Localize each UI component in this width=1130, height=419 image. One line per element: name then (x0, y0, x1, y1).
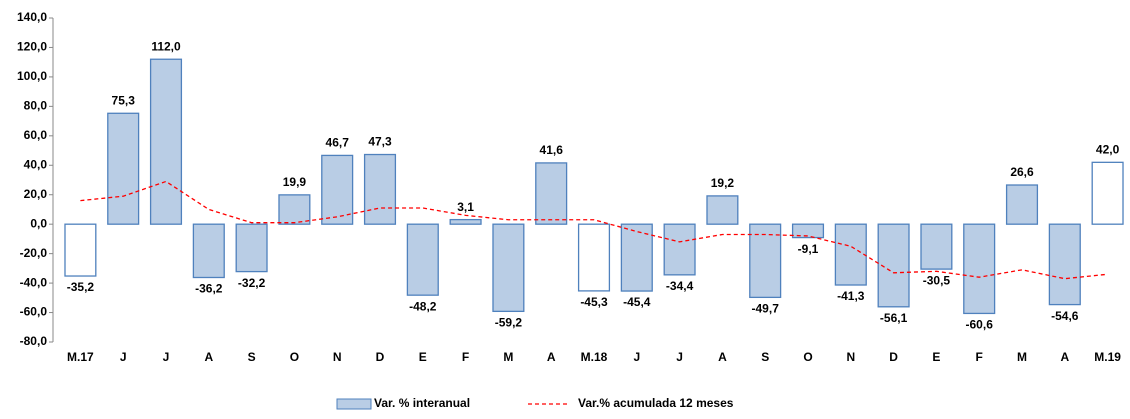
bar (749, 223, 782, 299)
x-tick-label: A (204, 350, 213, 364)
legend-label: Var. % interanual (374, 396, 470, 410)
data-label: -36,2 (195, 282, 223, 296)
x-tick-label: M (503, 350, 513, 364)
legend-swatch (336, 398, 372, 410)
x-tick-label: A (1060, 350, 1069, 364)
data-label: 19,9 (283, 175, 307, 189)
x-tick-label: E (932, 350, 940, 364)
data-label: -56,1 (880, 311, 908, 325)
x-tick-label: D (889, 350, 898, 364)
data-label: -54,6 (1051, 309, 1079, 323)
data-label: -34,4 (666, 279, 694, 293)
bar (278, 194, 311, 225)
data-label: 112,0 (151, 39, 181, 53)
data-label: 47,3 (368, 135, 392, 149)
y-tick-label: 60,0 (24, 128, 48, 142)
data-label: -30,5 (923, 273, 951, 287)
bar (321, 154, 354, 225)
data-label: -59,2 (495, 316, 523, 330)
bar (1091, 161, 1124, 225)
data-label: 46,7 (326, 136, 350, 150)
y-tick-label: 100,0 (17, 69, 47, 83)
bar (235, 223, 268, 273)
data-label: -45,4 (623, 295, 651, 309)
y-tick-label: -80,0 (20, 334, 48, 348)
bar (149, 58, 183, 225)
x-tick-label: J (633, 350, 640, 364)
x-tick-label: O (803, 350, 812, 364)
data-label: 3,1 (457, 200, 474, 214)
y-tick-label: 0,0 (30, 216, 47, 230)
bar (877, 223, 910, 308)
bar (663, 223, 696, 276)
y-tick-label: -20,0 (20, 246, 48, 260)
x-tick-label: J (163, 350, 170, 364)
bar (64, 223, 97, 277)
x-tick-label: S (761, 350, 769, 364)
data-label: -9,1 (798, 242, 819, 256)
x-tick-label: J (120, 350, 127, 364)
data-label: 19,2 (711, 176, 735, 190)
bar (577, 223, 611, 292)
data-label: -60,6 (966, 318, 994, 332)
x-tick-label: F (462, 350, 469, 364)
y-tick-label: 40,0 (24, 157, 48, 171)
bar (834, 223, 867, 286)
bar (920, 223, 953, 270)
x-tick-label: F (976, 350, 983, 364)
data-label: -32,2 (238, 276, 266, 290)
bar (1048, 223, 1081, 306)
x-tick-label: A (547, 350, 556, 364)
legend-label: Var.% acumulada 12 meses (578, 396, 734, 410)
y-tick-label: -40,0 (20, 275, 48, 289)
y-tick-label: -60,0 (20, 305, 48, 319)
bar (363, 153, 397, 225)
data-label: -48,2 (409, 299, 437, 313)
x-tick-label: M.18 (581, 350, 608, 364)
data-label: -49,7 (752, 302, 780, 316)
bar (963, 223, 996, 315)
data-label: 75,3 (112, 93, 136, 107)
x-tick-label: O (290, 350, 299, 364)
x-tick-label: J (676, 350, 683, 364)
data-label: -45,3 (580, 295, 608, 309)
x-tick-label: A (718, 350, 727, 364)
x-tick-label: E (419, 350, 427, 364)
y-tick-label: 140,0 (17, 10, 47, 24)
x-tick-label: S (248, 350, 256, 364)
x-tick-label: M (1017, 350, 1027, 364)
bar (449, 218, 482, 225)
bar (535, 162, 568, 225)
data-label: -41,3 (837, 289, 865, 303)
bar (107, 112, 140, 225)
bar (706, 195, 739, 225)
y-tick-label: 80,0 (24, 99, 48, 113)
line (80, 180, 1108, 280)
data-label: 41,6 (540, 143, 564, 157)
y-tick-label: 120,0 (17, 40, 47, 54)
bar (192, 223, 225, 279)
bar (620, 223, 653, 292)
bar (492, 223, 525, 313)
data-label: 42,0 (1096, 142, 1120, 156)
data-label: -35,2 (67, 280, 95, 294)
x-tick-label: N (846, 350, 855, 364)
y-tick-label: 20,0 (24, 187, 48, 201)
x-tick-label: D (376, 350, 385, 364)
bar (406, 223, 439, 296)
x-tick-label: M.19 (1094, 350, 1121, 364)
bar (1005, 184, 1039, 225)
bar (791, 223, 825, 239)
x-tick-label: M.17 (67, 350, 94, 364)
data-label: 26,6 (1010, 165, 1034, 179)
x-tick-label: N (333, 350, 342, 364)
